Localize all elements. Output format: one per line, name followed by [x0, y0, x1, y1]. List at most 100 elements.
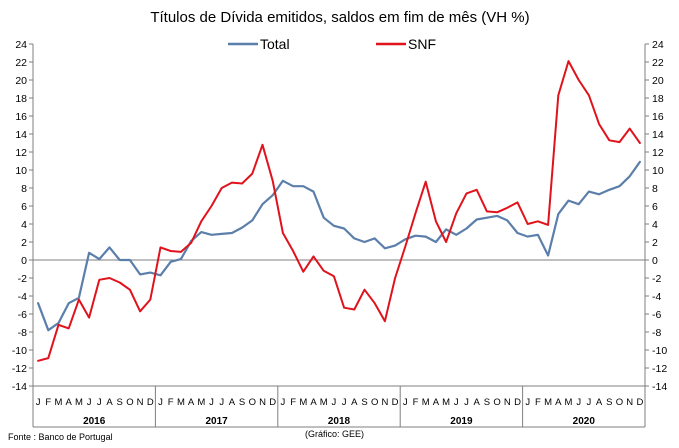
month-label: S — [239, 397, 245, 408]
month-label: N — [137, 397, 144, 408]
month-label: O — [616, 397, 623, 408]
month-label: N — [504, 397, 511, 408]
month-label: J — [576, 397, 581, 408]
left-tick-label: 4 — [21, 219, 27, 231]
month-label: D — [636, 397, 643, 408]
month-label: S — [117, 397, 123, 408]
month-label: A — [555, 397, 562, 408]
month-label: J — [342, 397, 347, 408]
month-label: A — [66, 397, 73, 408]
left-tick-label: -10 — [12, 345, 27, 357]
month-label: D — [147, 397, 154, 408]
month-label: S — [606, 397, 612, 408]
month-label: N — [626, 397, 633, 408]
month-label: J — [158, 397, 163, 408]
legend: Total SNF — [228, 36, 436, 52]
year-label: 2017 — [205, 416, 228, 427]
right-tick-label: 24 — [652, 39, 664, 51]
month-label: A — [229, 397, 236, 408]
series-line-snf — [37, 60, 641, 362]
right-tick-label: -4 — [652, 291, 661, 303]
right-tick-label: 16 — [652, 111, 664, 123]
month-label: M — [544, 397, 552, 408]
month-label: F — [413, 397, 419, 408]
month-label: F — [168, 397, 174, 408]
month-label: S — [484, 397, 490, 408]
month-label: M — [299, 397, 307, 408]
month-label: M — [565, 397, 573, 408]
left-tick-label: -6 — [18, 309, 27, 321]
left-tick-label: 2 — [21, 237, 27, 249]
month-label: O — [126, 397, 133, 408]
left-tick-label: 8 — [21, 183, 27, 195]
month-label: A — [433, 397, 440, 408]
right-tick-label: -8 — [652, 327, 661, 339]
series-line-total — [36, 160, 642, 332]
month-label: J — [403, 397, 408, 408]
right-tick-label: 6 — [652, 201, 658, 213]
right-tick-label: -12 — [652, 363, 667, 375]
month-label: A — [188, 397, 195, 408]
month-label: J — [209, 397, 214, 408]
left-tick-label: -12 — [12, 363, 27, 375]
month-label: N — [381, 397, 388, 408]
month-label: D — [514, 397, 521, 408]
month-label: M — [442, 397, 450, 408]
left-tick-label: -4 — [18, 291, 27, 303]
month-label: J — [464, 397, 469, 408]
legend-label-snf: SNF — [408, 36, 436, 52]
right-tick-label: -6 — [652, 309, 661, 321]
month-label: J — [97, 397, 102, 408]
right-tick-label: 20 — [652, 75, 664, 87]
right-tick-label: 8 — [652, 183, 658, 195]
right-tick-label: 22 — [652, 57, 664, 69]
left-tick-label: 24 — [15, 39, 27, 51]
month-label: F — [290, 397, 296, 408]
month-label: A — [474, 397, 481, 408]
month-label: O — [493, 397, 500, 408]
year-axis: 2016 2017 2018 2019 2020 — [32, 386, 646, 427]
month-label: S — [361, 397, 367, 408]
month-label: J — [87, 397, 92, 408]
credit-note: (Gráfico: GEE) — [305, 429, 364, 439]
right-tick-label: 2 — [652, 237, 658, 249]
left-tick-label: 12 — [15, 147, 27, 159]
left-tick-label: -2 — [18, 273, 27, 285]
left-tick-label: 10 — [15, 165, 27, 177]
right-tick-label: 0 — [652, 255, 658, 267]
month-label: J — [525, 397, 530, 408]
left-tick-label: 22 — [15, 57, 27, 69]
month-label: M — [320, 397, 328, 408]
left-tick-label: 18 — [15, 93, 27, 105]
month-label: F — [535, 397, 541, 408]
month-label: J — [281, 397, 286, 408]
month-label: J — [332, 397, 337, 408]
month-label: O — [371, 397, 378, 408]
right-tick-label: 12 — [652, 147, 664, 159]
left-tick-label: -14 — [12, 381, 27, 393]
left-tick-label: -8 — [18, 327, 27, 339]
month-label: M — [422, 397, 430, 408]
year-label: 2016 — [83, 416, 106, 427]
month-label: A — [596, 397, 603, 408]
left-tick-label: 20 — [15, 75, 27, 87]
year-label: 2020 — [573, 416, 596, 427]
month-label: M — [55, 397, 63, 408]
right-tick-label: 14 — [652, 129, 664, 141]
left-tick-label: 0 — [21, 255, 27, 267]
month-label: A — [106, 397, 113, 408]
month-label: N — [259, 397, 266, 408]
left-tick-label: 14 — [15, 129, 27, 141]
right-tick-label: -2 — [652, 273, 661, 285]
right-tick-label: 18 — [652, 93, 664, 105]
month-label: M — [197, 397, 205, 408]
month-label: D — [392, 397, 399, 408]
chart-title: Títulos de Dívida emitidos, saldos em fi… — [150, 9, 529, 26]
left-tick-label: 16 — [15, 111, 27, 123]
month-label: F — [45, 397, 51, 408]
month-label: D — [269, 397, 276, 408]
